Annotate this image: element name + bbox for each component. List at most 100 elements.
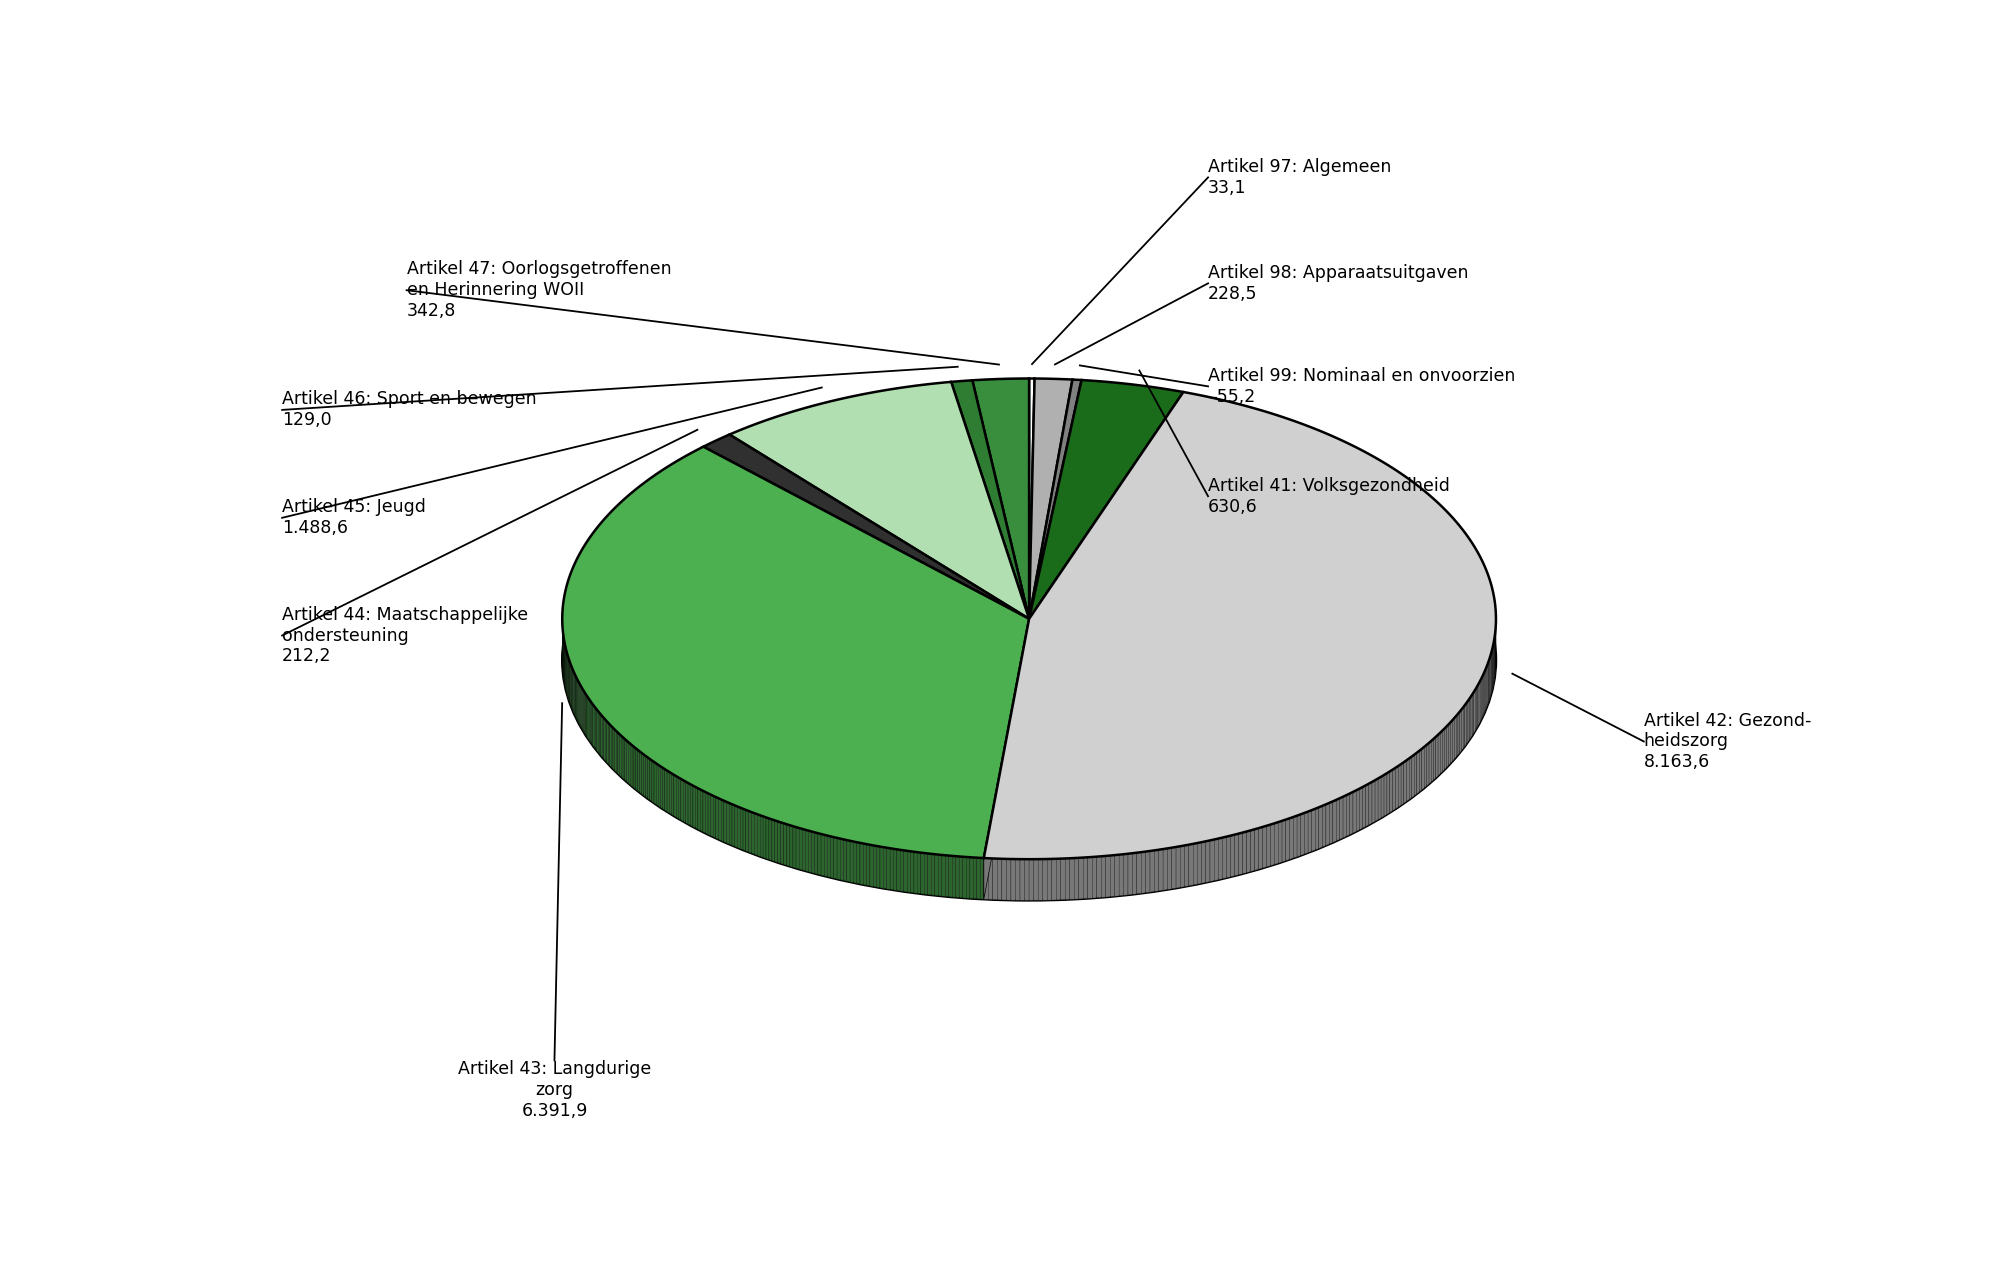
Polygon shape — [1180, 846, 1184, 888]
Polygon shape — [727, 801, 729, 845]
Polygon shape — [839, 838, 843, 880]
Polygon shape — [991, 859, 997, 899]
Polygon shape — [1371, 780, 1375, 823]
Polygon shape — [1254, 828, 1258, 870]
Polygon shape — [1319, 806, 1323, 848]
Polygon shape — [1200, 841, 1204, 883]
Polygon shape — [941, 855, 945, 897]
Polygon shape — [923, 854, 927, 894]
Polygon shape — [853, 842, 857, 883]
Polygon shape — [817, 833, 821, 875]
Polygon shape — [719, 799, 721, 841]
Polygon shape — [1311, 809, 1315, 851]
Polygon shape — [1184, 845, 1188, 887]
Polygon shape — [847, 840, 849, 882]
Polygon shape — [1188, 843, 1192, 885]
Text: Artikel 99: Nominaal en onvoorzien
–55,2: Artikel 99: Nominaal en onvoorzien –55,2 — [1208, 367, 1515, 405]
Polygon shape — [799, 828, 803, 870]
Polygon shape — [903, 850, 907, 892]
Polygon shape — [1100, 856, 1106, 897]
Polygon shape — [1278, 820, 1280, 864]
Polygon shape — [741, 808, 743, 850]
Polygon shape — [729, 382, 1030, 619]
Text: Artikel 42: Gezond-
heidszorg
8.163,6: Artikel 42: Gezond- heidszorg 8.163,6 — [1644, 712, 1810, 771]
Polygon shape — [1355, 789, 1359, 832]
Polygon shape — [1030, 380, 1182, 619]
Polygon shape — [716, 798, 719, 840]
Polygon shape — [969, 857, 973, 898]
Polygon shape — [698, 789, 700, 831]
Polygon shape — [1369, 782, 1371, 824]
Polygon shape — [662, 768, 664, 810]
Polygon shape — [983, 619, 1030, 899]
Polygon shape — [1401, 762, 1403, 805]
Polygon shape — [803, 829, 805, 871]
Polygon shape — [1389, 769, 1393, 813]
Polygon shape — [1070, 859, 1074, 899]
Polygon shape — [1284, 818, 1288, 861]
Polygon shape — [729, 803, 733, 846]
Polygon shape — [809, 831, 811, 873]
Polygon shape — [676, 776, 678, 819]
Polygon shape — [951, 380, 1030, 619]
Polygon shape — [749, 812, 751, 854]
Polygon shape — [1176, 846, 1180, 888]
Polygon shape — [684, 782, 688, 824]
Polygon shape — [1246, 831, 1250, 873]
Polygon shape — [737, 806, 741, 848]
Polygon shape — [889, 848, 893, 891]
Polygon shape — [1150, 850, 1154, 892]
Polygon shape — [827, 836, 831, 878]
Polygon shape — [755, 813, 757, 855]
Polygon shape — [1030, 378, 1034, 619]
Polygon shape — [897, 850, 899, 891]
Polygon shape — [1060, 859, 1066, 899]
Polygon shape — [1333, 800, 1335, 842]
Polygon shape — [1329, 801, 1333, 845]
Polygon shape — [670, 773, 674, 817]
Polygon shape — [656, 763, 658, 806]
Polygon shape — [674, 775, 676, 818]
Polygon shape — [1397, 764, 1401, 808]
Polygon shape — [971, 378, 1030, 619]
Polygon shape — [1234, 833, 1238, 875]
Polygon shape — [771, 819, 775, 861]
Polygon shape — [997, 859, 1001, 899]
Polygon shape — [833, 837, 837, 879]
Polygon shape — [1403, 761, 1405, 804]
Polygon shape — [781, 823, 783, 865]
Polygon shape — [654, 762, 656, 805]
Polygon shape — [660, 766, 662, 809]
Polygon shape — [664, 769, 666, 812]
Polygon shape — [1445, 725, 1447, 768]
Text: Artikel 43: Langdurige
zorg
6.391,9: Artikel 43: Langdurige zorg 6.391,9 — [458, 1060, 650, 1120]
Polygon shape — [883, 847, 887, 889]
Polygon shape — [857, 842, 859, 884]
Polygon shape — [763, 817, 765, 859]
Polygon shape — [983, 859, 987, 899]
Polygon shape — [1082, 857, 1088, 898]
Polygon shape — [1359, 787, 1363, 829]
Polygon shape — [831, 837, 833, 878]
Polygon shape — [973, 857, 975, 899]
Text: Artikel 97: Algemeen
33,1: Artikel 97: Algemeen 33,1 — [1208, 158, 1391, 196]
Polygon shape — [700, 790, 702, 832]
Polygon shape — [1363, 785, 1365, 828]
Polygon shape — [1132, 852, 1136, 894]
Polygon shape — [1343, 795, 1347, 838]
Polygon shape — [1431, 739, 1433, 782]
Polygon shape — [1140, 851, 1146, 893]
Polygon shape — [733, 804, 735, 847]
Ellipse shape — [562, 419, 1495, 901]
Polygon shape — [821, 834, 823, 877]
Polygon shape — [793, 826, 795, 869]
Polygon shape — [1393, 768, 1395, 810]
Polygon shape — [1034, 859, 1038, 901]
Polygon shape — [1052, 859, 1056, 901]
Polygon shape — [961, 856, 965, 898]
Polygon shape — [1425, 743, 1429, 786]
Polygon shape — [1210, 840, 1214, 882]
Polygon shape — [1001, 859, 1006, 901]
Polygon shape — [837, 838, 839, 880]
Polygon shape — [987, 859, 991, 899]
